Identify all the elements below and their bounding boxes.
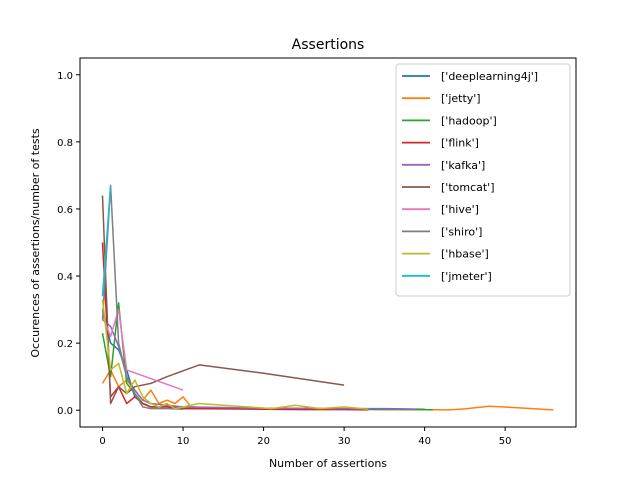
x-tick-label: 20 [257, 436, 270, 447]
x-tick-label: 50 [499, 436, 512, 447]
y-axis: 0.0 0.2 0.4 0.6 0.8 1.0 [57, 71, 80, 417]
legend-label: ['tomcat'] [441, 181, 495, 194]
plot-frame [79, 57, 577, 428]
x-tick-label: 0 [99, 436, 105, 447]
y-tick-label: 0.0 [57, 406, 73, 417]
legend-label: ['hadoop'] [441, 114, 497, 127]
plot-area [79, 57, 577, 428]
series-line-9 [101, 185, 112, 297]
legend-label: ['deeplearning4j'] [441, 70, 538, 83]
series-line-7 [101, 184, 184, 410]
legend-label: ['shiro'] [441, 225, 482, 238]
series-line-8 [101, 299, 369, 410]
legend-box [395, 63, 571, 297]
legend-label: ['hbase'] [441, 248, 489, 261]
legend: ['deeplearning4j'] ['jetty'] ['hadoop'] ['f… [395, 63, 571, 297]
y-axis-label: Occurences of assertions/number of tests [29, 128, 42, 358]
legend-label: ['hive'] [441, 203, 479, 216]
y-tick-label: 0.8 [57, 138, 73, 149]
legend-label: ['kafka'] [441, 159, 485, 172]
x-tick-label: 10 [177, 436, 190, 447]
legend-label: ['jetty'] [441, 92, 481, 105]
y-tick-label: 0.6 [57, 205, 73, 216]
legend-label: ['flink'] [441, 137, 479, 150]
y-tick-label: 0.4 [57, 272, 73, 283]
x-axis: 0 10 20 30 40 50 [99, 427, 512, 447]
legend-label: ['jmeter'] [441, 270, 492, 283]
y-tick-label: 0.2 [57, 339, 73, 350]
y-tick-label: 1.0 [57, 71, 73, 82]
series-line-6 [101, 308, 184, 391]
x-axis-label: Number of assertions [269, 457, 387, 470]
chart-title: Assertions [292, 37, 365, 53]
series-line-5 [101, 195, 345, 405]
x-tick-label: 30 [338, 436, 351, 447]
x-tick-label: 40 [418, 436, 431, 447]
